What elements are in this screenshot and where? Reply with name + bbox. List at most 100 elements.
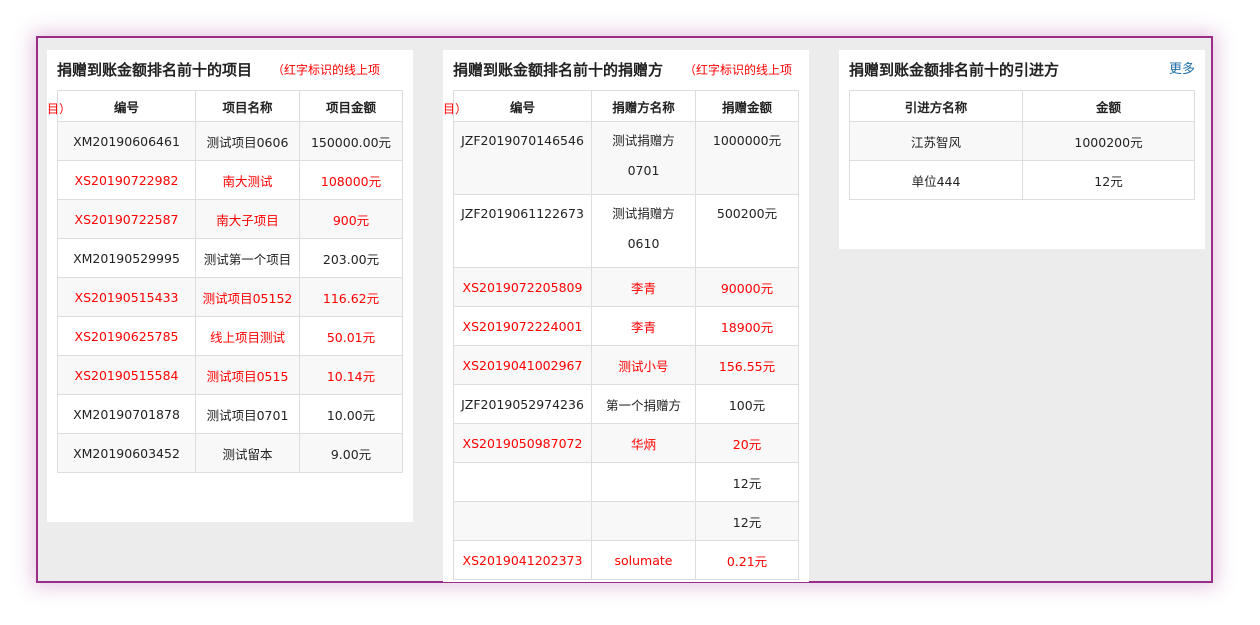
cell-id: XS2019050987072	[453, 423, 592, 463]
table-row[interactable]: 江苏智风 1000200元	[849, 121, 1195, 161]
cell-id: XM20190603452	[57, 433, 196, 473]
title-text: 捐赠到账金额排名前十的引进方	[849, 61, 1060, 79]
table-row[interactable]: 12元	[453, 462, 799, 502]
cell-name: 江苏智风	[849, 121, 1023, 161]
cell-name: 第一个捐赠方	[591, 384, 696, 424]
table-row[interactable]: XS20190625785 线上项目测试 50.01元	[57, 316, 403, 356]
table-row[interactable]: XS2019072205809 李青 90000元	[453, 267, 799, 307]
column-header: 金额	[1022, 90, 1195, 122]
cell-id: XS20190515584	[57, 355, 196, 395]
cell-id: XS20190722587	[57, 199, 196, 239]
table-row[interactable]: XS2019050987072 华炳 20元	[453, 423, 799, 463]
cell-amount: 18900元	[695, 306, 799, 346]
cell-name: 测试捐赠方0701	[591, 121, 696, 195]
cell-id: JZF2019061122673	[453, 194, 592, 268]
cell-id: XS2019072224001	[453, 306, 592, 346]
column-header: 引进方名称	[849, 90, 1023, 122]
cell-name: 测试项目05152	[195, 277, 300, 317]
column-header: 编号	[453, 90, 592, 122]
title-text: 捐赠到账金额排名前十的项目	[57, 61, 253, 79]
column-header: 项目金额	[299, 90, 403, 122]
table-row[interactable]: XS20190515433 测试项目05152 116.62元	[57, 277, 403, 317]
table-row[interactable]: XS2019041002967 测试小号 156.55元	[453, 345, 799, 385]
table-row[interactable]: XS2019072224001 李青 18900元	[453, 306, 799, 346]
cell-name: solumate	[591, 540, 696, 580]
cell-id	[453, 501, 592, 541]
cell-name: 华炳	[591, 423, 696, 463]
cell-amount: 10.00元	[299, 394, 403, 434]
cell-id: XS20190722982	[57, 160, 196, 200]
table-row[interactable]: XS20190722982 南大测试 108000元	[57, 160, 403, 200]
cell-id: XS20190625785	[57, 316, 196, 356]
cell-amount: 12元	[695, 501, 799, 541]
table-row[interactable]: XS20190515584 测试项目0515 10.14元	[57, 355, 403, 395]
cell-id: JZF2019070146546	[453, 121, 592, 195]
cell-amount: 20元	[695, 423, 799, 463]
cell-name: 李青	[591, 306, 696, 346]
cell-id: XS2019072205809	[453, 267, 592, 307]
cell-name: 测试小号	[591, 345, 696, 385]
cell-name: 李青	[591, 267, 696, 307]
cell-name	[591, 501, 696, 541]
column-header: 编号	[57, 90, 196, 122]
cell-amount: 1000000元	[695, 121, 799, 195]
panel-title: 捐赠到账金额排名前十的捐赠方 （红字标识的线上项目）	[443, 50, 809, 116]
cell-amount: 90000元	[695, 267, 799, 307]
table-row[interactable]: XM20190603452 测试留本 9.00元	[57, 433, 403, 473]
cell-name: 单位444	[849, 160, 1023, 200]
cell-amount: 156.55元	[695, 345, 799, 385]
cell-name: 线上项目测试	[195, 316, 300, 356]
cell-id: XS2019041002967	[453, 345, 592, 385]
donors-table: 编号 捐赠方名称 捐赠金额 JZF2019070146546 测试捐赠方0701 1000…	[453, 90, 799, 580]
top-projects-panel: 捐赠到账金额排名前十的项目 （红字标识的线上项 目） 编号 项目名称 项目金额 XM201…	[47, 50, 413, 522]
table-row[interactable]: XS2019041202373 solumate 0.21元	[453, 540, 799, 580]
cell-amount: 100元	[695, 384, 799, 424]
referrers-table: 引进方名称 金额 江苏智风 1000200元 单位444 12元	[849, 90, 1195, 200]
cell-amount: 12元	[1022, 160, 1195, 200]
cell-name: 测试第一个项目	[195, 238, 300, 278]
cell-amount: 50.01元	[299, 316, 403, 356]
cell-amount: 12元	[695, 462, 799, 502]
top-referrers-panel: 捐赠到账金额排名前十的引进方 更多 引进方名称 金额 江苏智风 1000200元 单位44…	[839, 50, 1205, 249]
cell-name: 测试捐赠方0610	[591, 194, 696, 268]
cell-name: 南大子项目	[195, 199, 300, 239]
cell-id: XS2019041202373	[453, 540, 592, 580]
title-text: 捐赠到账金额排名前十的捐赠方	[453, 61, 664, 79]
table-row[interactable]: JZF2019061122673 测试捐赠方0610 500200元	[453, 194, 799, 268]
column-header: 项目名称	[195, 90, 300, 122]
cell-name: 测试项目0515	[195, 355, 300, 395]
dashboard-frame: 捐赠到账金额排名前十的项目 （红字标识的线上项 目） 编号 项目名称 项目金额 XM201…	[36, 36, 1213, 583]
table-row[interactable]: XM20190606461 测试项目0606 150000.00元	[57, 121, 403, 161]
more-link[interactable]: 更多	[1168, 62, 1195, 77]
online-note: （红字标识的线上项	[272, 63, 381, 77]
top-donors-panel: 捐赠到账金额排名前十的捐赠方 （红字标识的线上项目） 编号 捐赠方名称 捐赠金额 JZF…	[443, 50, 809, 582]
table-row[interactable]: 单位444 12元	[849, 160, 1195, 200]
online-note-wrap: 目）	[443, 102, 468, 116]
cell-id: XM20190606461	[57, 121, 196, 161]
cell-name: 测试留本	[195, 433, 300, 473]
cell-id: XM20190529995	[57, 238, 196, 278]
cell-id: XS20190515433	[57, 277, 196, 317]
panel-title: 捐赠到账金额排名前十的引进方 更多	[839, 50, 1205, 90]
table-row[interactable]: XM20190529995 测试第一个项目 203.00元	[57, 238, 403, 278]
table-row[interactable]: JZF2019052974236 第一个捐赠方 100元	[453, 384, 799, 424]
table-row[interactable]: JZF2019070146546 测试捐赠方0701 1000000元	[453, 121, 799, 195]
cell-amount: 108000元	[299, 160, 403, 200]
cell-amount: 150000.00元	[299, 121, 403, 161]
column-header: 捐赠方名称	[591, 90, 696, 122]
online-note: （红字标识的线上项	[684, 63, 793, 77]
cell-amount: 116.62元	[299, 277, 403, 317]
panel-title: 捐赠到账金额排名前十的项目 （红字标识的线上项 目）	[47, 50, 413, 116]
cell-name	[591, 462, 696, 502]
projects-table: 编号 项目名称 项目金额 XM20190606461 测试项目0606 150000.00…	[57, 90, 403, 473]
cell-name: 测试项目0606	[195, 121, 300, 161]
cell-id	[453, 462, 592, 502]
cell-amount: 500200元	[695, 194, 799, 268]
cell-id: XM20190701878	[57, 394, 196, 434]
table-row[interactable]: XM20190701878 测试项目0701 10.00元	[57, 394, 403, 434]
table-row[interactable]: 12元	[453, 501, 799, 541]
table-row[interactable]: XS20190722587 南大子项目 900元	[57, 199, 403, 239]
cell-amount: 0.21元	[695, 540, 799, 580]
cell-amount: 10.14元	[299, 355, 403, 395]
cell-name: 南大测试	[195, 160, 300, 200]
